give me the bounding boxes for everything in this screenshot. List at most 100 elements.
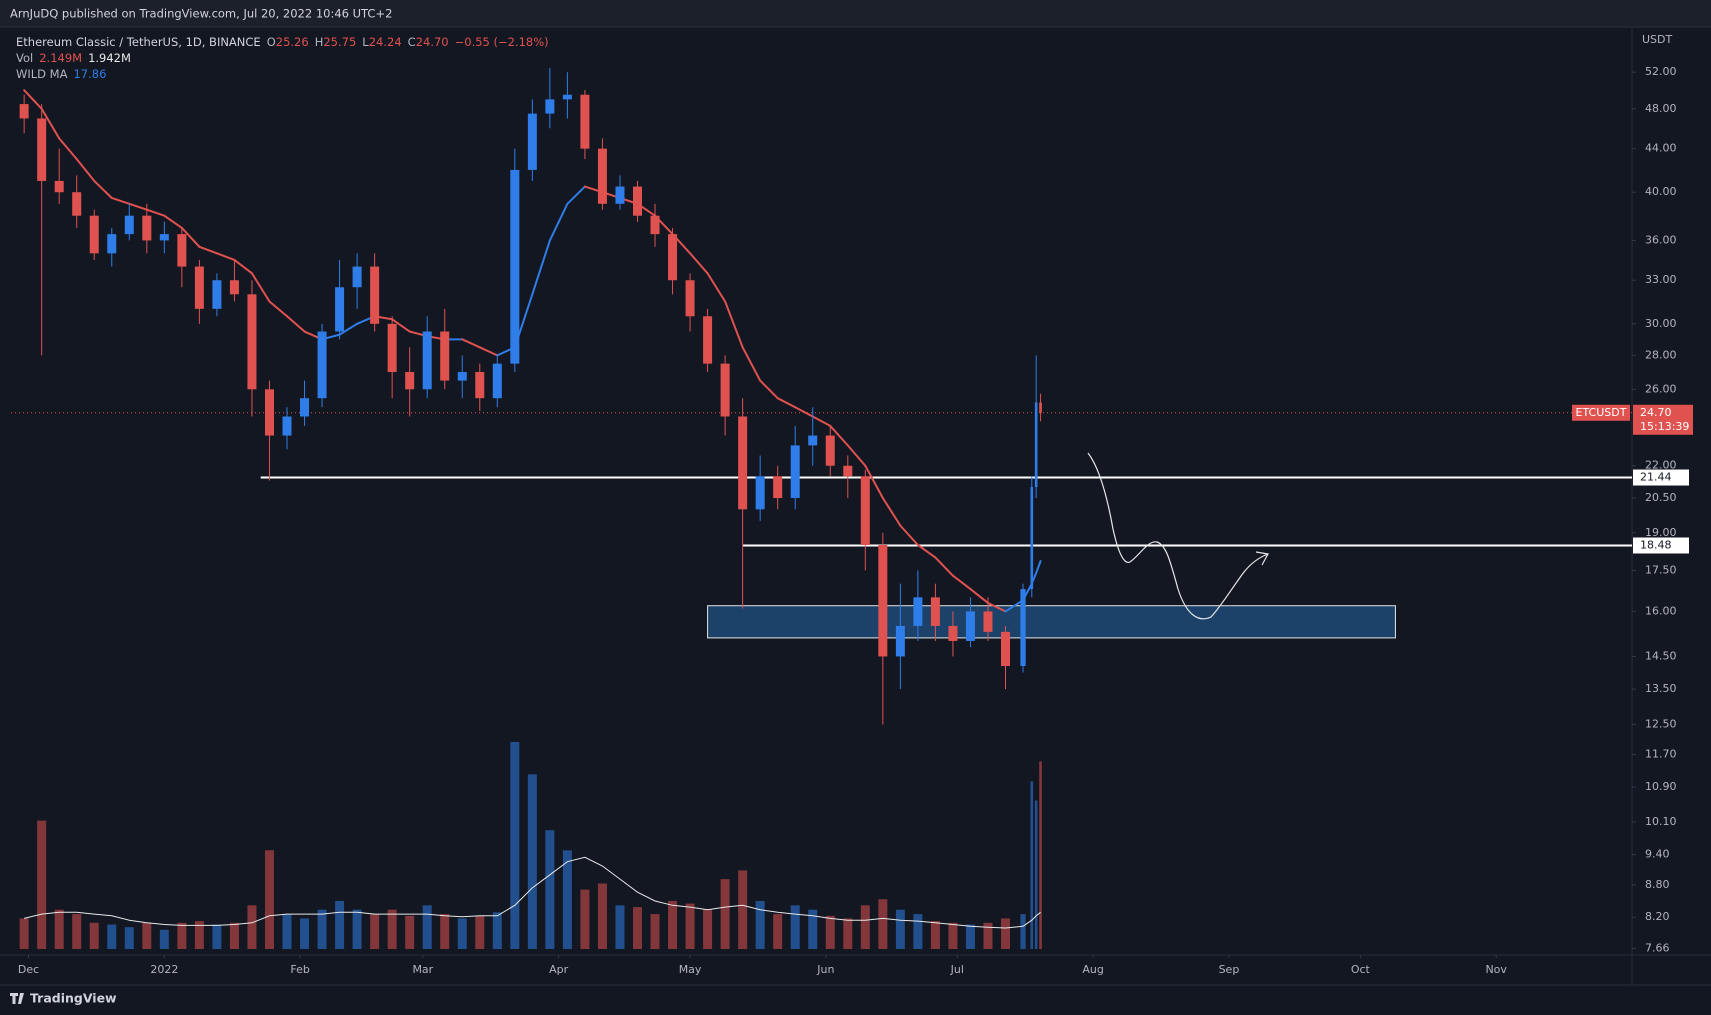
y-tick-label: 8.20 — [1645, 910, 1670, 923]
ma-segment — [724, 300, 744, 349]
y-tick-label: 33.00 — [1645, 273, 1677, 286]
ma-segment — [776, 397, 797, 409]
candle-body — [54, 180, 64, 193]
volume-bar — [352, 909, 362, 949]
candle-body — [895, 625, 905, 657]
volume-bar — [247, 905, 257, 949]
candle-body — [930, 597, 940, 626]
level-badge — [1633, 469, 1689, 486]
volume-bar — [913, 914, 923, 949]
volume-bar — [107, 924, 117, 949]
y-tick-label: 10.90 — [1645, 780, 1677, 793]
volume-bar — [685, 903, 695, 949]
ma-segment — [163, 214, 183, 229]
y-tick-label: 19.00 — [1645, 526, 1677, 539]
candle-body — [843, 465, 853, 477]
volume-bar — [492, 912, 502, 949]
ma-segment — [268, 300, 289, 318]
volume-bar — [335, 900, 345, 949]
volume-bar — [422, 905, 432, 949]
candle-body — [335, 287, 345, 332]
ohlc-value: 25.26 — [276, 35, 309, 49]
ohlc-key: L — [362, 35, 369, 49]
publisher: ArnJuDQ published on TradingView.com, Ju… — [10, 7, 392, 21]
candle-body — [19, 104, 29, 119]
symbol: Ethereum Classic / TetherUS, 1D, BINANCE — [16, 35, 261, 49]
ma-segment — [881, 497, 902, 527]
volume-bar — [632, 907, 642, 949]
candle-body — [107, 234, 117, 254]
ma-segment — [846, 444, 867, 467]
volume-bar — [54, 909, 64, 949]
x-tick-label: Aug — [1082, 963, 1103, 976]
candle-body — [405, 372, 415, 390]
ma-segment — [566, 185, 586, 205]
volume-bar — [212, 924, 222, 949]
x-tick-label: Feb — [290, 963, 309, 976]
y-tick-label: 48.00 — [1645, 102, 1677, 115]
y-tick-label: 16.00 — [1645, 604, 1677, 617]
candle-body — [124, 215, 134, 235]
volume-bar — [37, 820, 47, 949]
ma-segment — [461, 338, 481, 349]
candle-body — [159, 234, 169, 241]
ma-segment — [759, 379, 779, 400]
ma-segment — [951, 574, 972, 591]
candle-body — [720, 363, 730, 417]
volume-bar — [475, 915, 485, 949]
ma-segment — [548, 202, 569, 242]
candle-body — [142, 215, 152, 241]
y-unit: USDT — [1642, 33, 1673, 46]
ma-segment — [391, 318, 411, 333]
volume-bar — [720, 879, 730, 949]
top-bar — [0, 0, 1711, 27]
ma-segment — [794, 406, 814, 418]
candle-body — [597, 148, 607, 204]
volume-value: 2.149M — [39, 51, 82, 65]
price-label: 24.70 — [1640, 406, 1672, 419]
volume-bar — [1039, 761, 1042, 949]
ma-segment — [1035, 560, 1042, 575]
price-badge — [1633, 404, 1693, 435]
ma-segment — [128, 202, 148, 211]
zone — [707, 605, 1396, 639]
volume-bar — [825, 915, 835, 949]
volume-bar — [177, 922, 187, 949]
volume-bar — [983, 922, 993, 949]
volume-ma-value: 1.942M — [88, 51, 131, 65]
plot — [11, 67, 1632, 949]
ma-segment — [233, 258, 253, 275]
candle-body — [475, 372, 485, 399]
volume-ma-line — [23, 856, 1041, 929]
volume-bar — [790, 905, 800, 949]
ma-segment — [531, 239, 551, 296]
candle-body — [685, 280, 695, 317]
y-tick-label: 30.00 — [1645, 317, 1677, 330]
volume-bar — [229, 922, 239, 949]
y-tick-label: 7.66 — [1645, 941, 1670, 954]
volume-bar — [457, 918, 467, 949]
volume-bar — [19, 918, 29, 949]
y-tick-label: 14.50 — [1645, 649, 1677, 662]
ohlc-key: O — [267, 35, 276, 49]
ma-segment — [215, 252, 236, 261]
volume-bar — [895, 909, 905, 949]
volume-bar — [650, 914, 660, 949]
candle-body — [440, 331, 450, 381]
x-tick-label: Sep — [1219, 963, 1240, 976]
ma-segment — [706, 272, 727, 303]
candle-body — [878, 544, 888, 657]
candle-body — [808, 435, 818, 446]
volume-bar — [597, 883, 607, 949]
candle-body — [510, 169, 520, 364]
volume-bar — [510, 742, 520, 949]
symbol-badge — [1572, 404, 1630, 421]
x-tick-label: May — [679, 963, 702, 976]
ma-segment — [250, 272, 271, 303]
volume-bar — [878, 899, 888, 949]
candle-body — [580, 94, 590, 149]
candle-body — [738, 416, 748, 510]
volume-bar — [843, 918, 853, 949]
candle-body — [212, 280, 222, 309]
